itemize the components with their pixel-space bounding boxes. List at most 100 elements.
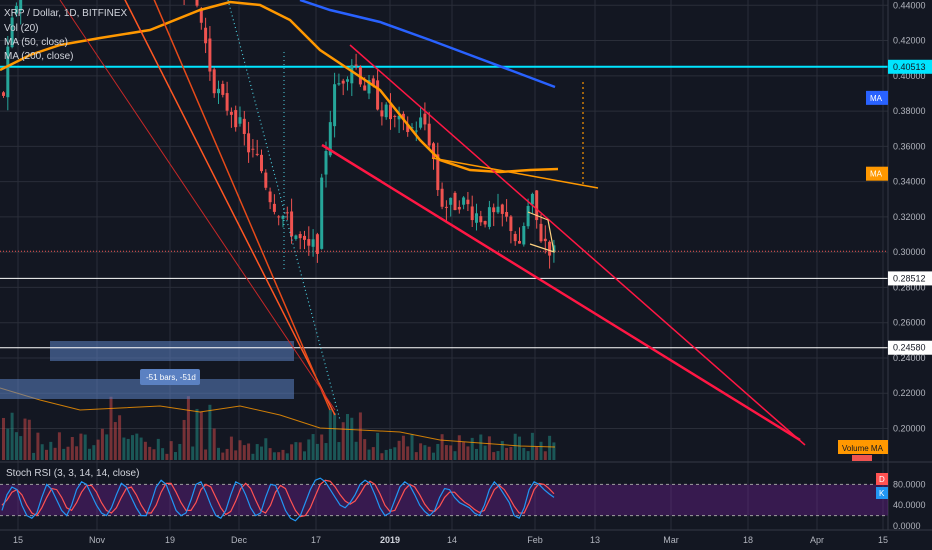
volume-bar xyxy=(36,432,40,460)
volume-bar xyxy=(79,433,83,460)
range-box-lower xyxy=(0,379,294,399)
candle-body xyxy=(487,207,491,227)
price-tick-label: 0.20000 xyxy=(893,423,926,433)
volume-bar xyxy=(27,419,31,460)
volume-bar xyxy=(45,449,48,460)
candle-body xyxy=(264,172,268,188)
candle-body xyxy=(513,233,517,242)
volume-bar xyxy=(143,441,147,460)
volume-bar xyxy=(199,411,203,460)
candle-body xyxy=(10,17,14,48)
candle-body xyxy=(272,203,276,212)
candle-body xyxy=(384,104,388,118)
price-tick-label: 0.22000 xyxy=(893,388,926,398)
price-tick-label: 0.34000 xyxy=(893,177,926,187)
volume-bar xyxy=(397,440,401,460)
candle-body xyxy=(285,212,289,214)
price-tick-label: 0.30000 xyxy=(893,247,926,257)
volume-bar xyxy=(66,446,70,460)
volume-bar xyxy=(251,453,255,460)
ma200-line xyxy=(299,0,556,89)
volume-bar xyxy=(272,452,276,460)
time-tick-label: Feb xyxy=(527,535,543,545)
volume-bar xyxy=(500,441,504,460)
volume-bar xyxy=(135,433,139,460)
candle-body xyxy=(440,188,444,207)
candle-body xyxy=(380,110,384,117)
candle-body xyxy=(367,80,371,94)
volume-bar xyxy=(23,418,27,460)
ma50-line xyxy=(0,0,559,174)
volume-legend: Vol (20) xyxy=(4,23,39,34)
volume-bar xyxy=(496,451,500,460)
volume-bar xyxy=(195,408,199,460)
candle-body xyxy=(354,64,358,66)
time-tick-label: 14 xyxy=(447,535,457,545)
volume-bar xyxy=(354,441,358,460)
volume-bar xyxy=(182,419,186,460)
range-box-upper xyxy=(50,341,294,361)
ma-tag-label: MA xyxy=(870,94,883,103)
time-tick-label: Dec xyxy=(231,535,248,545)
volume-bar xyxy=(393,447,397,460)
volume-ma-line xyxy=(0,387,556,448)
rsi-tick-label: 40.0000 xyxy=(893,500,926,510)
volume-bar xyxy=(526,451,530,460)
candle-body xyxy=(298,234,302,239)
volume-bar xyxy=(83,434,87,460)
volume-bar xyxy=(92,445,96,460)
volume-bar xyxy=(311,434,315,460)
candle-body xyxy=(199,8,203,23)
volume-bar xyxy=(518,436,521,460)
candle-body xyxy=(535,190,539,221)
volume-bar xyxy=(225,448,229,460)
volume-bar xyxy=(350,417,354,460)
volume-bar xyxy=(376,432,380,460)
candle-body xyxy=(376,80,380,110)
ma-tag-badge xyxy=(866,90,888,105)
candle-body xyxy=(410,127,414,129)
candle-body xyxy=(238,117,242,124)
candle-body xyxy=(371,78,375,86)
volume-bar xyxy=(264,438,268,460)
candle-body xyxy=(496,206,500,213)
candle-body xyxy=(320,177,324,249)
candle-body xyxy=(483,220,487,225)
candle-body xyxy=(315,234,319,254)
volume-bar xyxy=(466,446,470,460)
volume-bar xyxy=(186,396,190,460)
volume-bar xyxy=(462,442,466,460)
volume-tag-badge xyxy=(852,455,872,461)
volume-bar xyxy=(221,452,225,460)
rsi-tick-label: 0.0000 xyxy=(893,521,921,531)
resistance-line xyxy=(431,157,599,189)
time-tick-label: 18 xyxy=(743,535,753,545)
trendline-thin xyxy=(59,0,336,411)
volume-bar xyxy=(113,422,117,460)
candle-body xyxy=(457,206,461,210)
volume-bar xyxy=(492,452,496,460)
volume-bar xyxy=(483,445,487,460)
candle-body xyxy=(444,206,448,208)
volume-bar xyxy=(109,396,113,460)
volume-bar xyxy=(414,452,418,460)
candle-body xyxy=(350,65,354,84)
volume-bar xyxy=(96,439,100,460)
volume-bar xyxy=(139,437,143,460)
candle-body xyxy=(346,79,349,82)
volume-bar xyxy=(449,445,453,460)
volume-bar xyxy=(105,434,109,460)
trendline-descending-1 xyxy=(124,0,336,416)
candle-body xyxy=(260,154,263,172)
trendline-descending-2 xyxy=(153,0,331,411)
volume-bar xyxy=(337,442,341,460)
wedge-lower xyxy=(321,143,801,442)
price-tick-label: 0.42000 xyxy=(893,36,926,46)
volume-bar xyxy=(440,434,444,460)
dotted-projection xyxy=(227,0,341,421)
candle-body xyxy=(229,111,233,115)
volume-bar xyxy=(384,449,388,460)
price-level-badge xyxy=(888,59,932,74)
